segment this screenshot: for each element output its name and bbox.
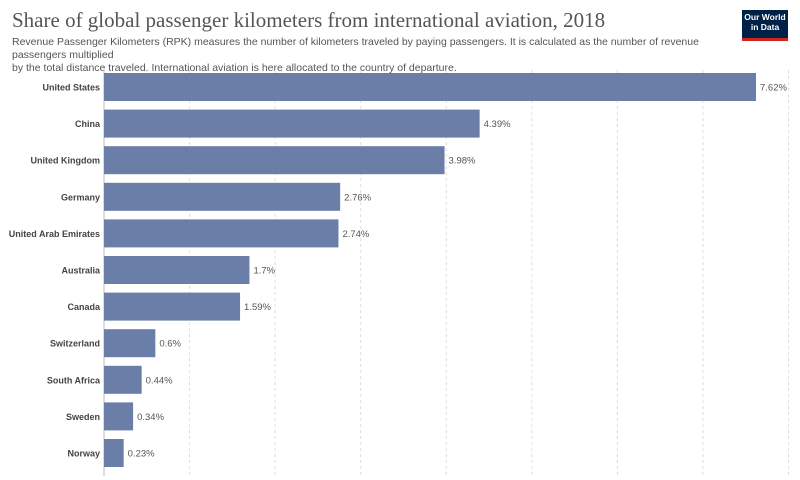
bar-germany[interactable]	[104, 182, 341, 211]
bars: United States 7.62% China 4.39% United Kingd…	[9, 73, 787, 467]
bar-united-states[interactable]	[104, 73, 756, 101]
bar-united-arab-emirates[interactable]	[104, 219, 339, 248]
value-label-china: 4.39%	[484, 119, 511, 130]
logo-line-2: in Data	[750, 22, 780, 32]
bar-canada[interactable]	[104, 292, 241, 321]
category-label-china: China	[75, 119, 101, 129]
category-label-germany: Germany	[61, 192, 100, 202]
bar-china[interactable]	[104, 109, 480, 138]
chart-title: Share of global passenger kilometers fro…	[12, 8, 606, 32]
value-label-norway: 0.23%	[128, 449, 155, 460]
value-label-canada: 1.59%	[244, 302, 271, 313]
category-label-united-states: United States	[42, 83, 100, 93]
bar-sweden[interactable]	[104, 402, 134, 431]
value-label-australia: 1.7%	[253, 266, 275, 277]
category-label-norway: Norway	[67, 449, 100, 459]
bar-united-kingdom[interactable]	[104, 146, 445, 175]
bar-south-africa[interactable]	[104, 365, 142, 394]
value-label-switzerland: 0.6%	[159, 339, 181, 350]
value-label-south-africa: 0.44%	[146, 375, 173, 386]
our-world-in-data-logo[interactable]: Our World in Data	[742, 10, 788, 41]
chart-subtitle: Revenue Passenger Kilometers (RPK) measu…	[12, 36, 732, 75]
value-label-sweden: 0.34%	[137, 412, 164, 423]
value-label-united-states: 7.62%	[760, 83, 787, 94]
value-label-united-arab-emirates: 2.74%	[342, 229, 369, 240]
bar-australia[interactable]	[104, 256, 250, 284]
subtitle-line-2: by the total distance traveled. Internat…	[12, 62, 457, 74]
category-label-canada: Canada	[67, 302, 101, 312]
subtitle-line-1: Revenue Passenger Kilometers (RPK) measu…	[12, 36, 699, 61]
value-label-united-kingdom: 3.98%	[449, 156, 476, 167]
category-label-sweden: Sweden	[66, 412, 100, 422]
category-label-south-africa: South Africa	[47, 375, 101, 385]
category-label-switzerland: Switzerland	[50, 339, 100, 349]
category-label-united-kingdom: United Kingdom	[31, 156, 101, 166]
bar-switzerland[interactable]	[104, 329, 156, 358]
value-label-germany: 2.76%	[344, 192, 371, 203]
logo-line-1: Our World	[744, 12, 786, 22]
bar-norway[interactable]	[104, 439, 124, 467]
category-label-united-arab-emirates: United Arab Emirates	[9, 229, 100, 239]
category-label-australia: Australia	[61, 266, 101, 276]
